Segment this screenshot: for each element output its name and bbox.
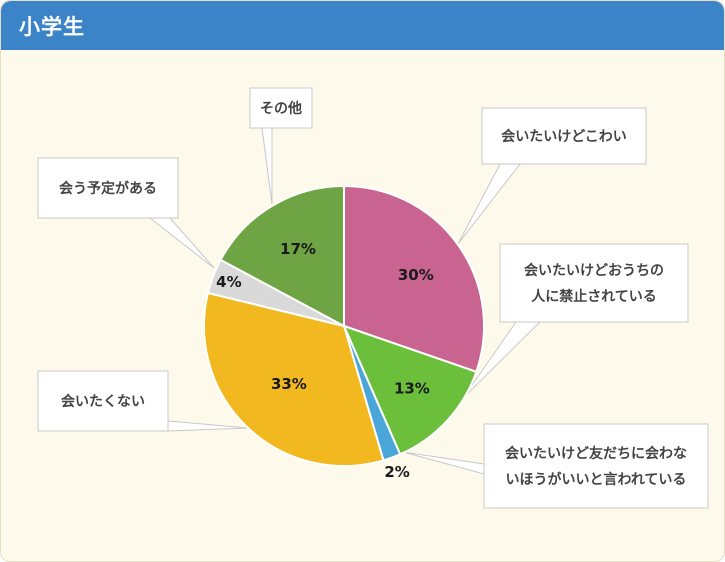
callout-box: [37, 157, 179, 219]
callout-label: その他: [260, 100, 302, 117]
callout-box: [499, 243, 689, 323]
callout-pointer: [457, 163, 522, 245]
callout-pointer: [167, 420, 249, 432]
pie-slice: [342, 324, 478, 456]
callout-label: 会いたくない: [61, 393, 145, 410]
slice-percent-label: 33%: [271, 375, 307, 393]
header-bar: 小学生: [1, 1, 724, 50]
callout-label: 人に禁止されている: [531, 288, 657, 305]
callout-label: 会いたいけどこわい: [501, 128, 627, 145]
callout-box: [37, 370, 169, 432]
callout-pointer: [148, 217, 215, 269]
callout-label: 会いたいけど友だちに会わな: [505, 445, 687, 462]
callout-box: [249, 87, 313, 129]
percent-labels: 30% 13% 2% 33% 4% 17%: [216, 240, 434, 481]
callout-box: [483, 423, 709, 509]
slice-percent-label: 13%: [394, 380, 430, 398]
pie-slices: [203, 184, 485, 467]
pie-slice: [203, 291, 385, 467]
callout-label: いほうがいいと言われている: [506, 471, 687, 488]
page-title: 小学生: [19, 15, 85, 39]
slice-percent-label: 17%: [280, 240, 316, 258]
callout-label: 会う予定がある: [59, 180, 157, 197]
callout-box: [481, 107, 647, 165]
callout-boxes: 会いたいけどこわい会いたいけどおうちの人に禁止されている会いたいけど友だちに会わ…: [37, 87, 709, 509]
callout-pointer: [261, 127, 273, 205]
slice-percent-label: 30%: [398, 266, 434, 284]
callout-pointer: [402, 451, 485, 475]
slice-percent-label: 4%: [216, 273, 241, 291]
slice-percent-label: 2%: [384, 463, 409, 481]
pie-slice: [343, 184, 485, 374]
callout-label: 会いたいけどおうちの: [524, 262, 664, 279]
pie-slice: [219, 184, 345, 328]
